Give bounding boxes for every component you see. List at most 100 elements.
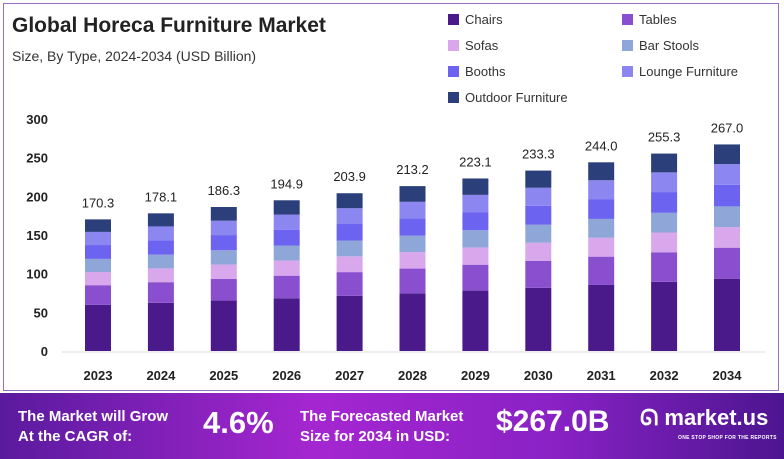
bar-segment-booths xyxy=(714,184,740,207)
x-tick-label: 2032 xyxy=(650,368,679,383)
bar-segment-outdoor-furniture xyxy=(210,207,237,221)
bar-segment-outdoor-furniture xyxy=(273,200,300,215)
bar-segment-booths xyxy=(588,199,615,219)
legend-label: Chairs xyxy=(465,12,503,27)
total-label: 203.9 xyxy=(333,169,366,184)
chart-title: Global Horeca Furniture Market xyxy=(12,14,326,37)
legend-item: Outdoor Furniture xyxy=(448,90,568,105)
bar-segment-tables xyxy=(525,260,552,288)
bar-segment-outdoor-furniture xyxy=(651,153,678,173)
bar-segment-lounge-furniture xyxy=(462,194,489,213)
bar-segment-chairs xyxy=(588,284,615,351)
bar-segment-outdoor-furniture xyxy=(588,162,615,181)
forecast-value: $267.0B xyxy=(496,405,610,438)
legend-swatch xyxy=(448,66,459,77)
legend-swatch xyxy=(448,92,459,103)
bar-segment-sofas xyxy=(399,252,426,269)
bar-segment-bar-stools xyxy=(651,212,678,233)
total-label: 267.0 xyxy=(711,120,744,135)
legend-item: Sofas xyxy=(448,38,498,53)
legend-label: Outdoor Furniture xyxy=(465,90,568,105)
legend-label: Sofas xyxy=(465,38,499,53)
bar-segment-booths xyxy=(147,240,174,255)
bar-segment-lounge-furniture xyxy=(336,208,363,225)
x-tick-label: 2025 xyxy=(209,368,238,383)
bar-segment-sofas xyxy=(588,237,615,257)
bar-segment-tables xyxy=(714,247,740,279)
bar-segment-sofas xyxy=(85,272,111,286)
bar-segment-sofas xyxy=(210,264,237,280)
y-tick-label: 250 xyxy=(26,151,48,166)
bar-segment-bar-stools xyxy=(462,230,489,248)
bar-segment-sofas xyxy=(336,256,363,273)
bar-segment-tables xyxy=(147,282,174,303)
bar-segment-tables xyxy=(399,268,426,294)
logo-text: market.us xyxy=(664,405,769,430)
bar-segment-booths xyxy=(210,235,237,251)
total-label: 194.9 xyxy=(270,176,303,191)
bar-segment-chairs xyxy=(336,295,363,351)
total-label: 213.2 xyxy=(396,162,429,177)
bar-segment-lounge-furniture xyxy=(588,180,615,200)
logo-icon: ᘏ xyxy=(640,405,659,430)
bar-segment-chairs xyxy=(85,304,111,351)
bar-segment-bar-stools xyxy=(399,235,426,253)
bar-segment-lounge-furniture xyxy=(525,187,552,206)
x-tick-label: 2026 xyxy=(272,368,301,383)
x-tick-label: 2034 xyxy=(713,368,743,383)
bar-segment-bar-stools xyxy=(336,240,363,257)
bar-segment-tables xyxy=(462,264,489,291)
cagr-value: 4.6% xyxy=(203,405,274,440)
bar-segment-lounge-furniture xyxy=(147,226,174,241)
bar-segment-sofas xyxy=(651,232,678,253)
legend-item: Tables xyxy=(622,12,677,27)
x-tick-label: 2029 xyxy=(461,368,490,383)
legend-item: Chairs xyxy=(448,12,503,27)
bar-segment-booths xyxy=(525,205,552,225)
bar-segment-lounge-furniture xyxy=(273,214,300,230)
bar-segment-chairs xyxy=(714,278,740,351)
bar-segment-outdoor-furniture xyxy=(525,170,552,188)
bar-segment-tables xyxy=(210,279,237,301)
bar-segment-bar-stools xyxy=(147,254,174,269)
bar-segment-chairs xyxy=(462,290,489,351)
x-tick-label: 2028 xyxy=(398,368,427,383)
bar-segment-tables xyxy=(651,252,678,282)
legend-swatch xyxy=(622,14,633,25)
bar-segment-booths xyxy=(85,245,111,259)
legend-label: Bar Stools xyxy=(639,38,699,53)
bar-segment-outdoor-furniture xyxy=(147,213,174,227)
total-label: 170.3 xyxy=(82,195,115,210)
bar-segment-bar-stools xyxy=(273,245,300,261)
bar-segment-outdoor-furniture xyxy=(85,219,111,232)
total-label: 178.1 xyxy=(145,189,178,204)
x-tick-label: 2030 xyxy=(524,368,553,383)
bar-segment-booths xyxy=(336,224,363,241)
y-tick-label: 150 xyxy=(26,228,48,243)
bar-segment-outdoor-furniture xyxy=(714,144,740,165)
summary-banner: The Market will Grow At the CAGR of: 4.6%… xyxy=(0,393,784,459)
chart-subtitle: Size, By Type, 2024-2034 (USD Billion) xyxy=(12,48,257,64)
bar-segment-booths xyxy=(651,192,678,213)
bar-segment-outdoor-furniture xyxy=(462,178,489,195)
x-tick-label: 2023 xyxy=(84,368,113,383)
bar-segment-bar-stools xyxy=(85,258,111,273)
bar-segment-tables xyxy=(588,256,615,285)
total-label: 186.3 xyxy=(208,183,241,198)
bar-segment-lounge-furniture xyxy=(651,172,678,193)
bar-segment-chairs xyxy=(525,287,552,351)
legend-swatch xyxy=(448,40,459,51)
bar-segment-chairs xyxy=(210,300,237,351)
bar-segment-sofas xyxy=(147,268,174,283)
bar-segment-bar-stools xyxy=(714,206,740,228)
legend-label: Lounge Furniture xyxy=(639,64,739,79)
logo: ᘏ market.us xyxy=(640,405,768,431)
bar-segment-bar-stools xyxy=(210,250,237,265)
x-tick-label: 2027 xyxy=(335,368,364,383)
forecast-label: The Forecasted Market Size for 2034 in US… xyxy=(300,407,463,447)
legend-swatch xyxy=(448,14,459,25)
bar-segment-tables xyxy=(336,272,363,296)
bar-segment-lounge-furniture xyxy=(85,231,111,246)
bar-segment-chairs xyxy=(651,281,678,351)
legend-swatch xyxy=(622,40,633,51)
